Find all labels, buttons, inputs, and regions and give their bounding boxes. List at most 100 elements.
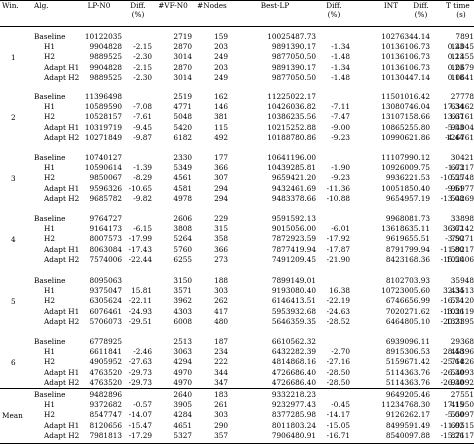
cell-d1: -29.73 xyxy=(128,367,152,377)
cell-d3: -3.50 xyxy=(445,234,464,244)
cell-int: 8102703.93 xyxy=(385,276,430,285)
cell-t: 55120 xyxy=(450,296,474,306)
window-label: 3 xyxy=(11,174,16,184)
cell-int: 10276344.14 xyxy=(381,32,430,41)
cell-d1: -7.61 xyxy=(133,112,152,122)
cell-lp: 10271849 xyxy=(84,132,122,142)
cell-d3: -20.21 xyxy=(440,316,464,326)
cell-d2: -16.71 xyxy=(326,430,350,440)
cell-t: 33898 xyxy=(450,214,474,223)
cell-best: 9591592.13 xyxy=(271,214,316,223)
cell-vf: 4294 xyxy=(173,357,192,367)
cell-best: 9877050.50 xyxy=(271,52,316,62)
cell-t: 55097 xyxy=(450,410,474,420)
cell-int: 10723005.60 xyxy=(381,286,430,296)
cell-vf: 4771 xyxy=(173,102,192,112)
cell-vf: 4561 xyxy=(173,173,192,183)
cell-t: 54269 xyxy=(450,193,474,203)
cell-d2: -1.34 xyxy=(331,62,350,72)
cell-d3: 0.23 xyxy=(447,52,464,62)
cell-int: 8791799.94 xyxy=(385,244,430,254)
cell-d2: -7.11 xyxy=(331,102,350,112)
cell-nodes: 303 xyxy=(214,410,228,420)
cell-t: 126761 xyxy=(446,132,474,142)
cell-t: 11455 xyxy=(450,52,474,62)
cell-d3: -13.36 xyxy=(440,306,464,316)
cell-vf: 4651 xyxy=(173,420,192,430)
cell-int: 8540097.88 xyxy=(385,430,430,440)
cell-nodes: 290 xyxy=(214,420,228,430)
cell-d1: -22.11 xyxy=(128,296,152,306)
cell-d3: 17.34 xyxy=(443,102,464,112)
cell-nodes: 261 xyxy=(214,400,228,410)
cell-vf: 5264 xyxy=(173,234,192,244)
cell-t: 63161 xyxy=(450,112,474,122)
cell-lp: 10122035 xyxy=(84,32,122,41)
cell-int: 6939096.11 xyxy=(385,337,430,346)
cell-lp: 9889525 xyxy=(89,72,123,82)
cell-vf: 3150 xyxy=(173,276,192,285)
cell-int: 9654957.19 xyxy=(385,193,430,203)
cell-d1: -15.47 xyxy=(128,420,152,430)
cell-best: 9232977.43 xyxy=(271,400,316,410)
cell-d3: 0.23 xyxy=(447,42,464,52)
cell-lp: 9850067 xyxy=(89,173,123,183)
cell-d3: -15.50 xyxy=(440,254,464,264)
cell-nodes: 303 xyxy=(214,286,228,296)
cell-d3: 13.67 xyxy=(443,112,464,122)
cell-best: 7906480.91 xyxy=(271,430,316,440)
cell-d1: -17.29 xyxy=(128,430,152,440)
cell-nodes: 294 xyxy=(214,183,228,193)
cell-d3: 28.48 xyxy=(443,347,464,357)
cell-best: 6432282.39 xyxy=(271,347,316,357)
cell-t: 79271 xyxy=(450,234,474,244)
mean-rule xyxy=(0,388,474,389)
cell-nodes: 358 xyxy=(214,234,228,244)
cell-int: 6746656.99 xyxy=(385,296,430,306)
cell-d1: -9.45 xyxy=(133,122,152,132)
cell-nodes: 249 xyxy=(214,72,228,82)
cell-lp: 9685782 xyxy=(89,193,123,203)
cell-nodes: 234 xyxy=(214,347,228,357)
cell-lp: 10319719 xyxy=(84,122,122,132)
cell-best: 7872923.59 xyxy=(271,234,316,244)
cell-t: 45396 xyxy=(450,347,474,357)
cell-vf: 5760 xyxy=(173,244,192,254)
cell-alg: Adapt H2 xyxy=(44,72,80,82)
cell-int: 9936221.53 xyxy=(385,173,430,183)
cell-lp: 6778925 xyxy=(89,337,123,346)
header-rule xyxy=(0,26,474,27)
cell-lp: 8547747 xyxy=(89,410,123,420)
header-vf: #VF-N0 xyxy=(158,1,188,10)
cell-best: 9193080.40 xyxy=(271,286,316,296)
cell-alg: Baseline xyxy=(34,276,66,285)
cell-d3: -11.80 xyxy=(440,244,464,254)
cell-int: 5114363.76 xyxy=(385,367,430,377)
cell-lp: 8120656 xyxy=(89,420,123,430)
cell-vf: 6182 xyxy=(173,132,192,142)
header-time: T time (s) xyxy=(446,1,470,19)
cell-t: 52748 xyxy=(450,173,474,183)
cell-d3: 32.34 xyxy=(443,286,464,296)
cell-d3: 17.15 xyxy=(443,400,464,410)
cell-d1: -29.51 xyxy=(128,316,152,326)
cell-d3: -5.53 xyxy=(445,122,464,132)
cell-vf: 3014 xyxy=(173,72,192,82)
cell-t: 10641 xyxy=(450,72,474,82)
header-best-lp: Best-LP xyxy=(260,1,290,10)
cell-alg: Adapt H2 xyxy=(44,430,80,440)
cell-d3: -25.64 xyxy=(440,357,464,367)
cell-d2: -17.92 xyxy=(326,234,350,244)
cell-lp: 10528157 xyxy=(84,112,122,122)
cell-vf: 4581 xyxy=(173,183,192,193)
cell-d1: -9.82 xyxy=(133,193,152,203)
cell-t: 43513 xyxy=(450,286,474,296)
cell-best: 9659421.20 xyxy=(271,173,316,183)
cell-d2: -22.19 xyxy=(326,296,350,306)
cell-nodes: 344 xyxy=(214,367,228,377)
cell-lp: 9164173 xyxy=(89,224,123,234)
cell-d2: 16.38 xyxy=(329,286,350,296)
cell-alg: Adapt H1 xyxy=(44,306,80,316)
cell-lp: 11396498 xyxy=(84,92,122,101)
cell-alg: H1 xyxy=(44,400,56,410)
